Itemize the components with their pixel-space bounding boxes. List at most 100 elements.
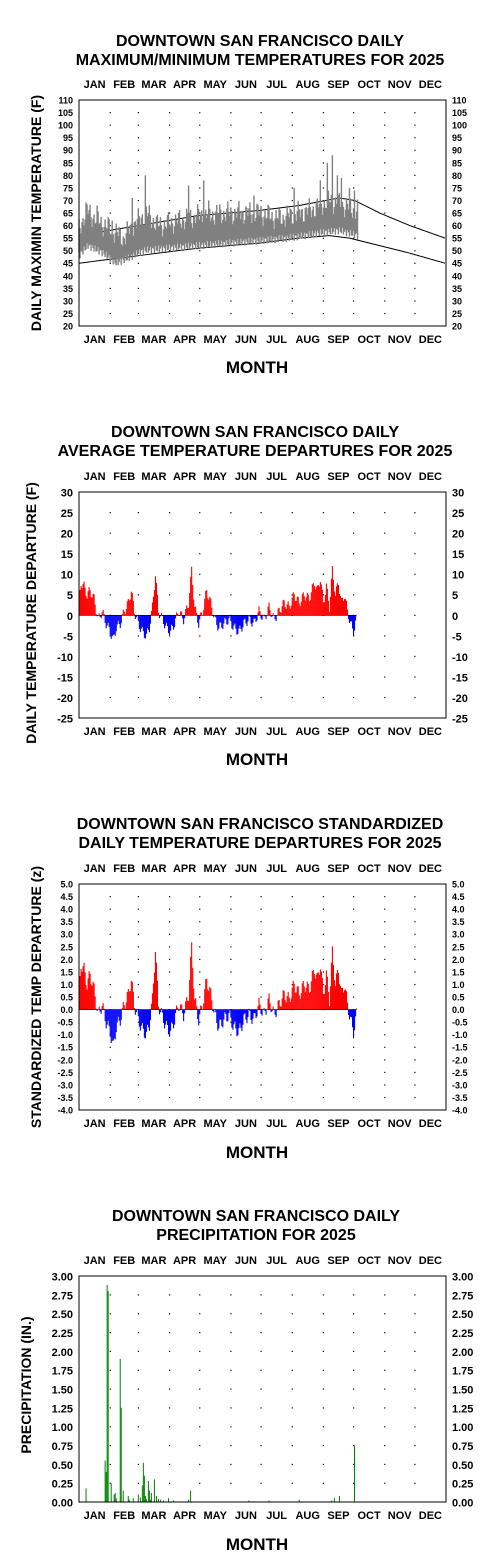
positive-departure-bar (181, 1004, 183, 1010)
negative-departure-bar (219, 1009, 221, 1020)
negative-departure-bar (215, 615, 217, 618)
positive-departure-bar (123, 611, 125, 616)
y-tick-label: 55 (63, 234, 73, 244)
grid-dot (109, 1445, 111, 1447)
positive-departure-bar (126, 601, 128, 616)
grid-dot (353, 996, 355, 998)
grid-dot (168, 676, 171, 678)
positive-departure-bar (190, 576, 192, 616)
grid-dot (353, 958, 355, 961)
grid-dot (260, 1369, 262, 1371)
grid-dot (230, 996, 232, 998)
positive-departure-bar (125, 1002, 127, 1010)
grid-dot (322, 1084, 325, 1086)
grid-dot (291, 908, 293, 910)
negative-departure-bar (249, 615, 251, 617)
positive-departure-bar (154, 952, 157, 1010)
grid-dot (414, 1407, 416, 1409)
positive-departure-bar (343, 990, 346, 1010)
grid-dot (109, 1096, 111, 1099)
negative-departure-bar (228, 1009, 230, 1014)
positive-departure-bar (341, 597, 344, 616)
chart4-x-axis-label: MONTH (226, 1535, 288, 1554)
month-label-feb: FEB (113, 863, 135, 875)
grid-dot (353, 174, 355, 177)
positive-departure-bar (123, 1005, 125, 1010)
y-tick-label: 0.00 (452, 1498, 473, 1510)
grid-dot (260, 1096, 262, 1099)
positive-departure-bar (277, 608, 279, 616)
negative-departure-bar (265, 1009, 267, 1015)
negative-departure-bar (199, 1009, 201, 1015)
negative-departure-bar (158, 615, 161, 619)
grid-dot (322, 573, 325, 575)
grid-dot (291, 983, 293, 986)
positive-departure-bar (318, 974, 320, 1010)
y-tick-label: 105 (452, 108, 467, 118)
month-label-nov: NOV (388, 1118, 413, 1130)
negative-departure-bar (137, 1009, 139, 1017)
chart1-month-labels-top: JAN FEB MAR APR MAY JUN JUL AUG SEP OCT NOV DEC (84, 79, 442, 91)
grid-dot (291, 162, 293, 164)
month-label-nov: NOV (388, 726, 413, 738)
grid-dot (322, 1046, 325, 1048)
positive-departure-bar (185, 609, 187, 616)
positive-departure-bar (103, 1008, 105, 1010)
y-tick-label: 45 (452, 259, 462, 269)
y-tick-label: 0.25 (52, 1479, 73, 1491)
grid-dot (137, 1071, 140, 1074)
negative-departure-bar (265, 615, 267, 620)
y-tick-label: 35 (63, 284, 73, 294)
grid-dot (322, 174, 325, 177)
positive-departure-bar (248, 1008, 250, 1010)
grid-dot (109, 312, 111, 315)
y-tick-label: -25 (452, 714, 468, 726)
positive-departure-bar (193, 988, 195, 1010)
grid-dot (230, 149, 232, 151)
grid-dot (109, 300, 111, 302)
grid-dot (230, 1294, 232, 1296)
grid-dot (322, 287, 325, 290)
positive-departure-bar (152, 596, 155, 616)
grid-dot (291, 275, 293, 277)
positive-departure-bar (338, 984, 341, 1010)
grid-dot (322, 187, 325, 189)
grid-dot (109, 896, 111, 898)
grid-dot (384, 137, 386, 139)
positive-departure-bar (322, 602, 324, 616)
month-label-nov: NOV (388, 1510, 413, 1522)
grid-dot (199, 1034, 201, 1036)
grid-dot (322, 237, 325, 239)
grid-dot (199, 162, 201, 164)
grid-dot (291, 946, 293, 948)
grid-dot (414, 1332, 416, 1334)
grid-dot (414, 553, 416, 555)
positive-departure-bar (312, 583, 314, 616)
positive-departure-bar (292, 980, 294, 1010)
y-tick-label: -0.5 (452, 1018, 468, 1028)
chart2-month-labels-bottom: JAN FEB MAR APR MAY JUN JUL AUG SEP OCT NOV DEC (84, 726, 442, 738)
grid-dot (199, 1369, 201, 1371)
y-tick-label: 5 (67, 590, 73, 602)
negative-departure-bar (232, 1009, 234, 1030)
grid-dot (384, 199, 386, 202)
grid-dot (260, 1059, 262, 1061)
negative-departure-bar (245, 615, 247, 624)
grid-dot (109, 199, 111, 202)
positive-departure-bar (326, 588, 328, 616)
month-label-jun: JUN (235, 1118, 257, 1130)
positive-departure-bar (297, 596, 299, 616)
grid-dot (199, 262, 201, 264)
positive-departure-bar (311, 584, 313, 616)
positive-departure-bar (131, 593, 133, 616)
y-tick-label: 0.75 (452, 1441, 473, 1453)
grid-dot (109, 174, 111, 177)
positive-departure-bar (90, 597, 92, 616)
positive-departure-bar (128, 991, 130, 1010)
y-tick-label: 10 (452, 570, 464, 582)
positive-departure-bar (329, 596, 331, 616)
negative-departure-bar (135, 1009, 137, 1013)
positive-departure-bar (285, 608, 287, 616)
positive-departure-bar (83, 581, 85, 616)
positive-departure-bar (293, 594, 295, 616)
